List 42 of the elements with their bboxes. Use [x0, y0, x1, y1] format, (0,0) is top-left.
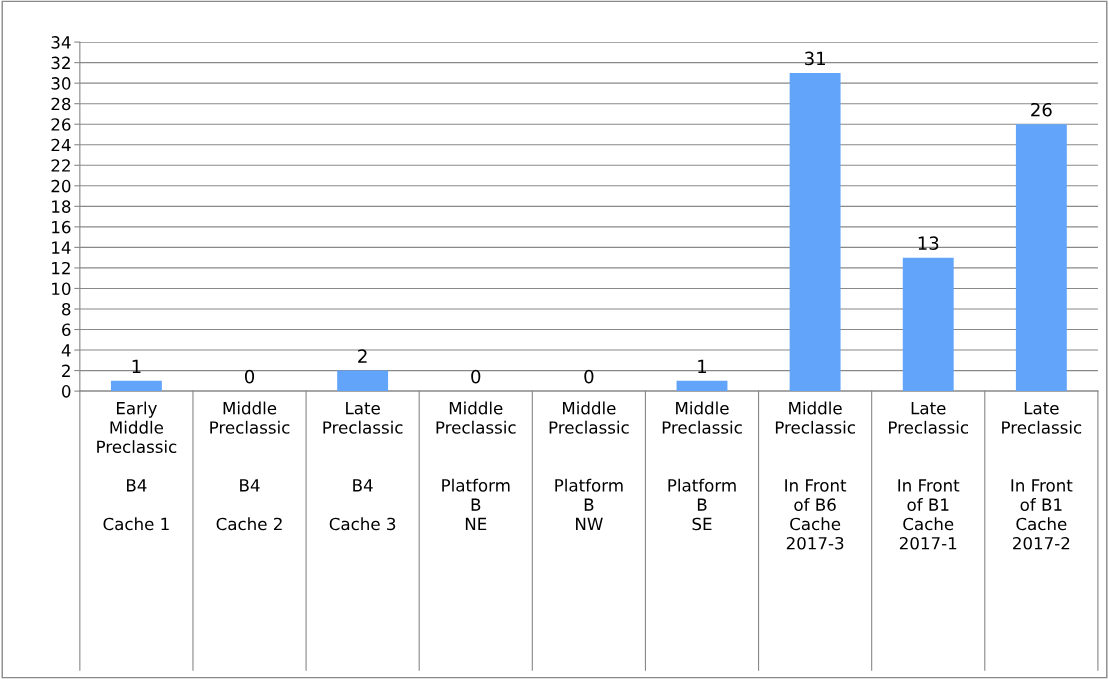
y-tick-label: 22 [51, 159, 70, 172]
data-label: 1 [132, 359, 141, 373]
y-tick-label: 30 [51, 77, 71, 90]
category-label: Middle Preclassic B4 Cache 2 [210, 401, 290, 531]
category-label: Late Preclassic B4 Cache 3 [323, 402, 403, 531]
category-label: Middle Preclassic In Front of B6 Cache 2017-3 [775, 401, 855, 550]
y-tick-label: 0 [62, 385, 71, 398]
y-tick-label: 28 [51, 97, 71, 111]
category-label: Middle Preclassic Platform B NE [436, 401, 516, 531]
y-tick-label: 8 [62, 302, 71, 316]
category-label: Middle Preclassic Platform B SE [662, 401, 742, 531]
data-label: 31 [805, 51, 825, 66]
category-label: Late Preclassic In Front of B1 Cache 2017-2 [1002, 402, 1082, 550]
y-tick-label: 20 [51, 179, 71, 193]
bar [110, 380, 162, 392]
y-tick-label: 10 [52, 282, 71, 296]
category-label: Middle Preclassic Platform B NW [549, 401, 629, 531]
bar [789, 72, 841, 392]
data-label: 2 [358, 349, 367, 363]
bar [676, 380, 728, 392]
y-tick-label: 4 [61, 344, 71, 357]
data-label: 1 [698, 359, 707, 373]
y-tick-label: 16 [52, 220, 71, 234]
data-label: 0 [244, 369, 255, 384]
data-label: 0 [584, 369, 594, 384]
y-tick-label: 26 [51, 118, 71, 131]
y-tick-label: 32 [51, 56, 70, 70]
bar [902, 257, 954, 392]
y-tick-label: 6 [62, 323, 71, 337]
data-label: 0 [471, 369, 481, 384]
bar [1015, 124, 1067, 392]
y-tick-label: 34 [51, 36, 71, 49]
bar [337, 370, 389, 392]
category-label: Early Middle Preclassic B4 Cache 1 [97, 401, 177, 531]
data-label: 13 [918, 236, 939, 250]
y-tick-label: 12 [52, 261, 70, 275]
y-tick-label: 2 [62, 364, 70, 377]
data-label: 26 [1031, 102, 1052, 117]
category-label: Late Preclassic In Front of B1 Cache 2017-1 [889, 402, 969, 550]
y-tick-label: 14 [52, 241, 71, 254]
y-tick-label: 24 [51, 138, 71, 152]
y-tick-label: 18 [52, 200, 71, 213]
